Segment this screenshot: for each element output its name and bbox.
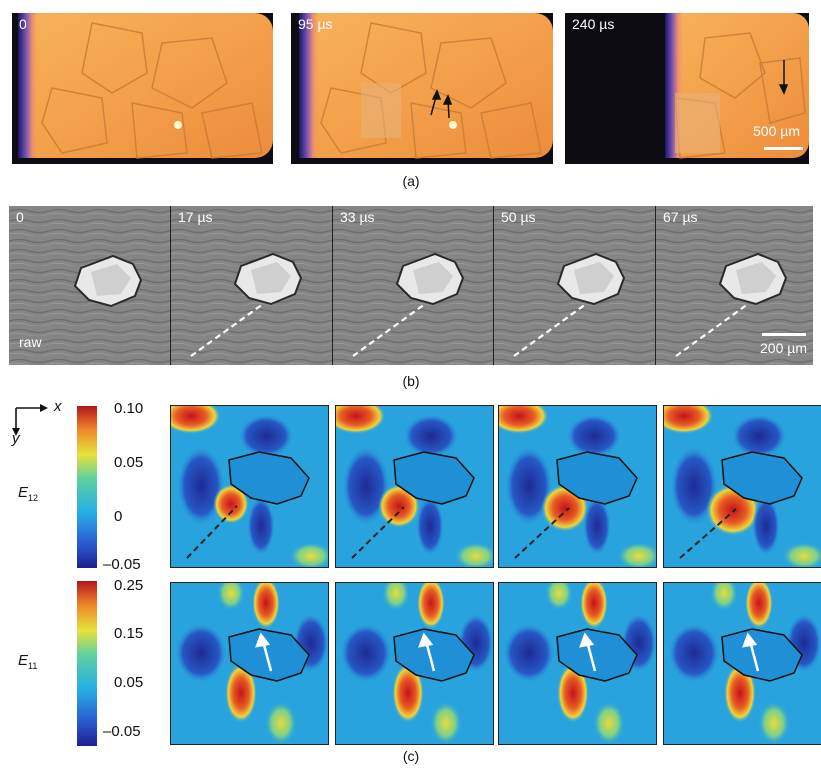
scale-bar-label: 200 µm [760, 340, 807, 356]
panel-a-frame-95us: 95 µs [291, 13, 553, 164]
e12-strain-map [663, 405, 821, 568]
frame-time-label: 67 µs [663, 209, 698, 225]
tick-label: 0.15 [114, 625, 144, 642]
e11-strain-map [335, 582, 494, 745]
frame-time-label: 17 µs [178, 209, 213, 225]
panel-b-caption: (b) [402, 373, 420, 389]
axes-indicator: x y [8, 398, 68, 448]
tick-label: 0.25 [114, 577, 144, 594]
colorbar-e12 [77, 406, 97, 568]
panel-a-caption: (a) [402, 173, 420, 189]
panel-b-frame: 67 µs 200 µm [655, 206, 816, 365]
tick-label: 0.05 [114, 674, 144, 691]
panel-a-frame-0: 0 [12, 13, 273, 164]
x-axis-label: x [54, 398, 62, 415]
colorbar-e11 [77, 581, 97, 746]
e12-strain-map [498, 405, 657, 568]
y-axis-label: y [12, 430, 20, 447]
scale-bar-label: 500 µm [753, 123, 800, 139]
frame-time-label: 33 µs [340, 209, 375, 225]
frame-time-label: 95 µs [298, 16, 333, 32]
e12-symbol: E12 [18, 484, 39, 503]
tick-label: –0.05 [103, 723, 141, 740]
e11-strain-map [170, 582, 329, 745]
e11-symbol: E11 [18, 652, 38, 671]
tick-label: 0.05 [114, 454, 144, 471]
panel-c-caption: (c) [402, 748, 420, 764]
colorbar-e11-ticks: 0.25 0.15 0.05 –0.05 [103, 575, 163, 750]
panel-b-frame: 50 µs [493, 206, 654, 365]
e11-strain-map [498, 582, 657, 745]
colorbar-e12-ticks: 0.10 0.05 0 –0.05 [103, 400, 163, 575]
e12-strain-map [335, 405, 494, 568]
frame-time-label: 240 µs [572, 16, 615, 32]
panel-b-frame: 0 raw [9, 206, 169, 365]
frame-time-label: 50 µs [501, 209, 536, 225]
e11-strain-map [663, 582, 821, 745]
e12-strain-map [170, 405, 329, 568]
tick-label: 0.10 [114, 400, 144, 417]
tick-label: 0 [114, 508, 123, 525]
panel-a-frame-240us: 240 µs 500 µm [565, 13, 809, 164]
panel-b-frame: 17 µs [170, 206, 331, 365]
raw-label: raw [19, 334, 42, 350]
tick-label: –0.05 [103, 556, 141, 573]
panel-b-frame: 33 µs [332, 206, 493, 365]
frame-time-label: 0 [16, 209, 24, 225]
frame-time-label: 0 [19, 16, 27, 32]
